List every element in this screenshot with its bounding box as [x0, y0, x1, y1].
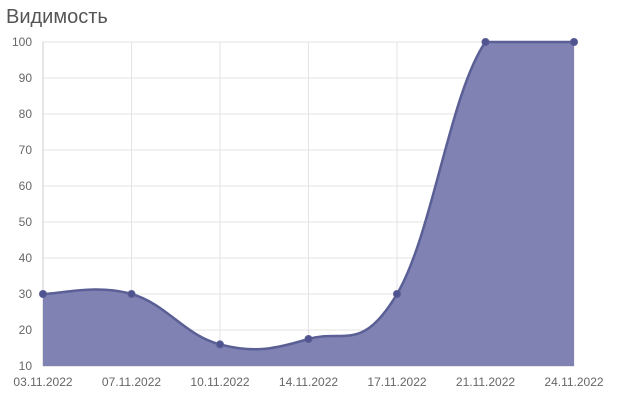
y-tick-label: 100 — [12, 35, 32, 49]
y-tick-label: 40 — [19, 251, 33, 265]
data-point[interactable] — [216, 340, 224, 349]
y-tick-label: 70 — [19, 143, 33, 157]
y-tick-label: 60 — [19, 179, 33, 193]
y-axis-ticks: 10 20 30 40 50 60 70 80 90 100 — [12, 35, 32, 373]
x-tick-label: 17.11.2022 — [367, 375, 426, 389]
data-point[interactable] — [393, 290, 401, 298]
series-area — [42, 40, 574, 366]
series-points — [39, 38, 578, 349]
data-point[interactable] — [570, 38, 578, 46]
x-axis-ticks: 03.11.2022 07.11.2022 10.11.2022 14.11.2022… — [13, 375, 603, 389]
data-point[interactable] — [127, 290, 136, 298]
series-area-fill — [43, 42, 574, 366]
y-tick-label: 90 — [19, 71, 33, 85]
x-tick-label: 21.11.2022 — [456, 375, 515, 389]
chart-title: Видимость — [6, 6, 108, 28]
x-tick-label: 24.11.2022 — [544, 375, 603, 389]
data-point[interactable] — [304, 335, 313, 343]
y-tick-label: 50 — [19, 215, 33, 229]
y-tick-label: 20 — [19, 323, 33, 337]
series-line — [42, 40, 574, 351]
data-point[interactable] — [481, 38, 490, 46]
y-tick-label: 30 — [19, 287, 33, 301]
x-tick-label: 03.11.2022 — [13, 375, 72, 389]
data-point[interactable] — [39, 290, 47, 298]
x-tick-label: 07.11.2022 — [102, 375, 161, 389]
x-tick-label: 14.11.2022 — [279, 375, 338, 389]
y-tick-label: 80 — [19, 107, 33, 121]
y-tick-label: 10 — [19, 359, 33, 373]
x-tick-label: 10.11.2022 — [190, 375, 249, 389]
